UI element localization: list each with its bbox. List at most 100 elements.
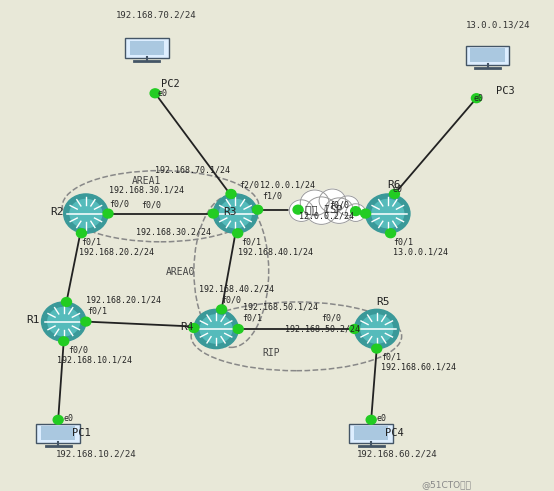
FancyBboxPatch shape <box>130 41 164 55</box>
Text: R4: R4 <box>181 323 194 332</box>
Text: PC2: PC2 <box>161 80 179 89</box>
Circle shape <box>289 200 314 221</box>
Text: f0/1: f0/1 <box>87 306 107 315</box>
Circle shape <box>70 199 102 228</box>
Text: RIP: RIP <box>263 348 280 357</box>
Text: 192.168.60.2/24: 192.168.60.2/24 <box>357 450 438 459</box>
Text: PC3: PC3 <box>496 86 515 96</box>
Text: f0/1: f0/1 <box>81 238 101 246</box>
Text: 192.168.40.1/24: 192.168.40.1/24 <box>238 247 313 256</box>
Text: 192.168.70.2/24: 192.168.70.2/24 <box>116 10 197 19</box>
Circle shape <box>194 309 238 349</box>
Text: 192.168.60.1/24: 192.168.60.1/24 <box>381 363 456 372</box>
Circle shape <box>81 317 91 326</box>
Circle shape <box>372 199 404 228</box>
Circle shape <box>103 209 113 218</box>
Text: f0/1: f0/1 <box>393 238 413 246</box>
Circle shape <box>293 205 303 214</box>
FancyBboxPatch shape <box>37 424 80 443</box>
Circle shape <box>300 190 329 216</box>
Text: f0/1: f0/1 <box>243 314 263 323</box>
Circle shape <box>217 305 227 314</box>
Circle shape <box>42 302 86 341</box>
Circle shape <box>366 194 410 233</box>
Text: 13.0.0.1/24: 13.0.0.1/24 <box>393 247 448 256</box>
Circle shape <box>386 229 396 238</box>
Circle shape <box>337 196 359 216</box>
Text: 192.168.40.2/24: 192.168.40.2/24 <box>199 284 274 293</box>
Circle shape <box>325 198 353 223</box>
Circle shape <box>361 209 371 218</box>
Text: R3: R3 <box>223 207 237 217</box>
Text: 192.168.70.1/24: 192.168.70.1/24 <box>155 166 230 175</box>
Text: 192.168.30.1/24: 192.168.30.1/24 <box>109 186 184 194</box>
Text: f0/1: f0/1 <box>381 353 401 362</box>
Text: f0/0: f0/0 <box>321 314 341 323</box>
Circle shape <box>319 189 346 213</box>
Circle shape <box>350 325 360 333</box>
Text: 192.168.30.2/24: 192.168.30.2/24 <box>136 228 211 237</box>
Text: R2: R2 <box>50 207 64 217</box>
Circle shape <box>76 229 86 238</box>
Circle shape <box>213 194 258 233</box>
Circle shape <box>366 415 376 424</box>
Text: 192.168.10.2/24: 192.168.10.2/24 <box>55 450 136 459</box>
Circle shape <box>61 298 71 306</box>
Text: e0: e0 <box>158 89 168 98</box>
Text: f2/0: f2/0 <box>239 181 259 190</box>
Circle shape <box>233 229 243 238</box>
Circle shape <box>346 204 366 221</box>
Text: 192.168.20.1/24: 192.168.20.1/24 <box>86 296 161 304</box>
Text: f0/1: f0/1 <box>241 238 261 246</box>
Text: 192.168.50.1/24: 192.168.50.1/24 <box>243 303 317 312</box>
FancyBboxPatch shape <box>41 427 75 440</box>
Text: f0/0: f0/0 <box>68 346 88 355</box>
Text: 192.168.50.2/24: 192.168.50.2/24 <box>285 325 360 333</box>
Text: R1: R1 <box>27 315 40 325</box>
Text: 192.168.10.1/24: 192.168.10.1/24 <box>57 355 132 364</box>
Text: PC1: PC1 <box>72 428 91 438</box>
Circle shape <box>208 209 218 218</box>
Circle shape <box>59 337 69 346</box>
Text: e0: e0 <box>64 414 74 423</box>
Circle shape <box>351 207 361 216</box>
Text: 12.0.0.2/24: 12.0.0.2/24 <box>299 212 354 220</box>
Text: f1/0: f1/0 <box>262 192 282 201</box>
FancyBboxPatch shape <box>470 49 505 62</box>
Circle shape <box>389 190 399 198</box>
Circle shape <box>64 194 108 233</box>
Circle shape <box>372 344 382 353</box>
Circle shape <box>361 315 393 343</box>
Text: f0/0: f0/0 <box>222 295 242 304</box>
Circle shape <box>253 205 263 214</box>
Text: @51CTO博客: @51CTO博客 <box>421 481 471 490</box>
Text: R5: R5 <box>377 297 390 307</box>
Circle shape <box>306 197 337 224</box>
Circle shape <box>150 89 160 98</box>
Text: 13.0.0.13/24: 13.0.0.13/24 <box>465 20 530 29</box>
Text: R6: R6 <box>388 180 401 190</box>
Text: e0: e0 <box>377 414 387 423</box>
Circle shape <box>200 315 232 343</box>
Circle shape <box>189 324 199 332</box>
FancyBboxPatch shape <box>350 424 393 443</box>
Text: f0/0: f0/0 <box>141 200 161 209</box>
FancyBboxPatch shape <box>354 427 388 440</box>
Circle shape <box>355 309 399 349</box>
Text: AREA1: AREA1 <box>132 176 162 186</box>
Circle shape <box>226 190 236 198</box>
Circle shape <box>233 325 243 333</box>
Text: 12.0.0.1/24: 12.0.0.1/24 <box>260 181 315 190</box>
Text: f0/0: f0/0 <box>109 199 129 208</box>
FancyBboxPatch shape <box>465 46 510 65</box>
Text: 电信 ISP: 电信 ISP <box>305 204 343 214</box>
Text: PC4: PC4 <box>385 428 404 438</box>
Text: f0/0: f0/0 <box>330 200 350 209</box>
Circle shape <box>219 199 252 228</box>
Text: 192.168.20.2/24: 192.168.20.2/24 <box>79 247 154 256</box>
Circle shape <box>48 307 80 336</box>
Circle shape <box>53 415 63 424</box>
Text: e0: e0 <box>474 94 484 103</box>
FancyBboxPatch shape <box>125 38 168 58</box>
Text: AREA0: AREA0 <box>165 267 195 276</box>
